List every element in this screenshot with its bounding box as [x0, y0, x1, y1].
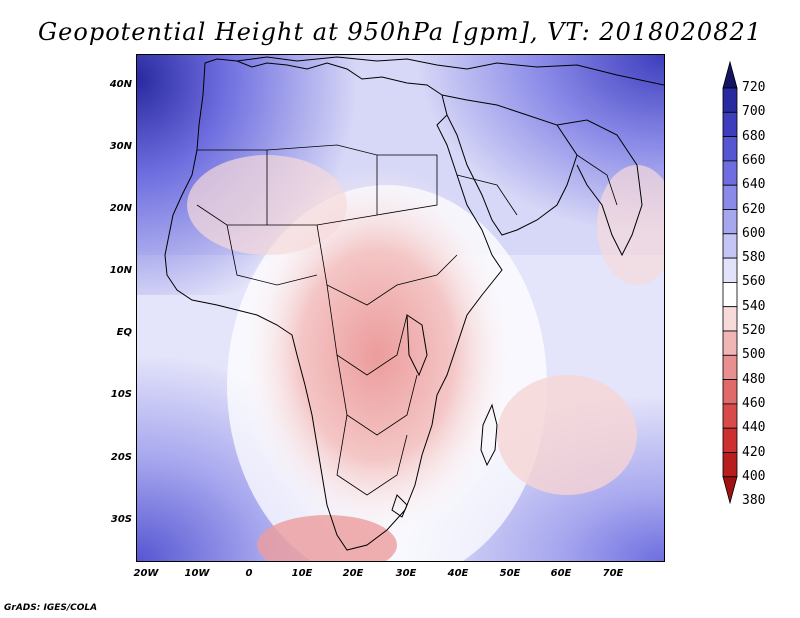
lon-label: 20E: [342, 568, 364, 579]
colorbar-cap-bottom: [722, 476, 738, 505]
lat-label: 40N: [109, 79, 132, 90]
colorbar-tick-label: 380: [742, 493, 766, 509]
colorbar-swatch: [722, 354, 738, 380]
colorbar-swatch: [722, 281, 738, 308]
lat-label: 30S: [110, 514, 132, 525]
colorbar-swatch: [722, 427, 738, 453]
lon-label: 20W: [133, 568, 159, 579]
colorbar-swatch: [722, 379, 738, 405]
colorbar-tick-label: 640: [742, 177, 766, 193]
colorbar-cap-top: [722, 60, 738, 89]
colorbar-tick-label: 700: [742, 104, 766, 120]
colorbar-swatch: [722, 233, 738, 259]
lon-label: 70E: [602, 568, 624, 579]
colorbar-tick-label: 720: [742, 80, 766, 95]
colorbar-swatch: [722, 87, 738, 113]
colorbar-tick-label: 540: [742, 298, 766, 314]
geopotential-field: [137, 55, 664, 561]
lat-label: EQ: [116, 327, 132, 338]
colorbar-swatch: [722, 403, 738, 429]
colorbar-tick-label: 620: [742, 201, 766, 217]
colorbar-swatch: [722, 184, 738, 210]
lon-label: 40E: [447, 568, 469, 579]
colorbar-swatch: [722, 111, 738, 137]
colorbar-tick-label: 600: [742, 225, 766, 241]
colorbar-tick-label: 500: [742, 347, 766, 363]
colorbar-tick-label: 480: [742, 371, 766, 387]
lat-label: 20S: [110, 452, 132, 463]
colorbar-tick-label: 680: [742, 128, 766, 144]
colorbar-swatch: [722, 306, 738, 332]
colorbar-tick-label: 580: [742, 250, 766, 266]
lat-label: 30N: [109, 141, 132, 152]
lon-label: 0: [245, 568, 253, 579]
lon-label: 50E: [499, 568, 521, 579]
colorbar-tick-label: 660: [742, 152, 766, 168]
colorbar-tick-label: 400: [742, 468, 766, 484]
colorbar-swatch: [722, 160, 738, 186]
colorbar-tick-label: 460: [742, 395, 766, 411]
lat-label: 20N: [109, 203, 132, 214]
lon-label: 30E: [395, 568, 417, 579]
colorbar-swatch: [722, 452, 738, 478]
lon-label: 10E: [291, 568, 313, 579]
low-height-region: [237, 165, 517, 545]
lat-label: 10S: [110, 389, 132, 400]
lat-label: 10N: [109, 265, 132, 276]
colorbar-tick-label: 440: [742, 420, 766, 436]
colorbar-swatch: [722, 257, 738, 283]
colorbar-swatch: [722, 209, 738, 235]
lon-label: 10W: [184, 568, 210, 579]
colorbar-tick-label: 560: [742, 274, 766, 290]
colorbar-swatch: [722, 330, 738, 356]
footer-credit: GrADS: IGES/COLA: [4, 603, 98, 613]
colorbar: [722, 60, 738, 505]
map-panel: [136, 54, 665, 562]
map-title: Geopotential Height at 950hPa [gpm], VT:…: [38, 18, 762, 46]
coastline-layer: [164, 56, 664, 551]
colorbar-tick-label: 420: [742, 444, 766, 460]
colorbar-tick-label: 520: [742, 323, 766, 338]
borders-layer: [196, 144, 618, 496]
lon-label: 60E: [550, 568, 572, 579]
colorbar-swatch: [722, 136, 738, 162]
